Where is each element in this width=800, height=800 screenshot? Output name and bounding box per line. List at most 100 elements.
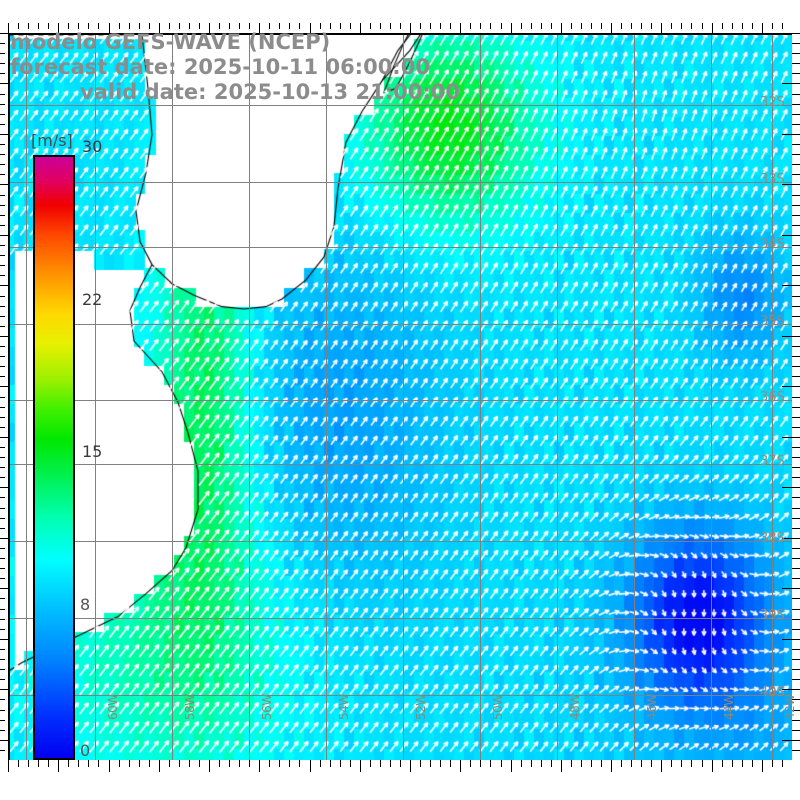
axis-tick — [329, 760, 331, 767]
axis-tick — [771, 760, 773, 767]
colorbar[interactable] — [33, 155, 75, 760]
axis-tick — [781, 760, 783, 767]
latitude-label: 33S — [760, 172, 785, 187]
axis-tick — [88, 23, 90, 29]
axis-tick — [18, 760, 20, 767]
axis-tick — [430, 760, 432, 767]
longitude-label: 42W — [783, 694, 797, 720]
axis-tick — [259, 23, 261, 33]
axis-tick — [219, 760, 221, 767]
axis-tick — [178, 760, 180, 767]
axis-tick — [782, 83, 800, 85]
axis-tick — [0, 295, 5, 297]
axis-tick — [681, 760, 683, 767]
axis-tick — [8, 760, 9, 772]
axis-tick — [731, 760, 733, 767]
axis-tick — [792, 648, 800, 650]
axis-tick — [0, 255, 5, 257]
axis-tick — [389, 760, 391, 767]
axis-tick — [761, 760, 763, 772]
axis-tick — [78, 23, 80, 29]
top-axis-ticks — [8, 23, 792, 33]
axis-tick — [540, 23, 542, 29]
axis-tick — [792, 659, 800, 661]
axis-tick — [0, 174, 5, 176]
longitude-label: 48W — [568, 694, 582, 720]
axis-tick — [420, 23, 422, 29]
axis-tick — [751, 760, 753, 767]
colorbar-tick-label: 15 — [82, 442, 103, 461]
axis-tick — [792, 154, 800, 156]
axis-tick — [0, 699, 5, 701]
axis-tick — [460, 760, 462, 772]
gridline-horizontal — [10, 464, 792, 465]
axis-tick — [460, 23, 462, 33]
axis-tick — [0, 396, 5, 398]
axis-tick — [792, 719, 800, 721]
axis-tick — [792, 164, 800, 166]
longitude-label: 46W — [645, 694, 659, 720]
axis-tick — [0, 265, 5, 267]
axis-tick — [792, 628, 800, 630]
right-axis-ticks — [780, 33, 800, 760]
left-axis-ticks — [0, 33, 8, 760]
axis-tick — [792, 457, 800, 459]
axis-tick — [229, 23, 231, 29]
axis-tick — [792, 467, 800, 469]
colorbar-tick-label: 30 — [82, 137, 103, 156]
axis-tick — [570, 23, 572, 29]
axis-tick — [209, 23, 211, 33]
axis-tick — [309, 23, 311, 33]
axis-tick — [349, 760, 351, 767]
axis-tick — [792, 245, 800, 247]
axis-tick — [691, 760, 693, 767]
axis-tick — [470, 760, 472, 767]
axis-tick — [430, 23, 432, 29]
gridline-horizontal — [10, 105, 792, 106]
axis-tick — [792, 194, 800, 196]
axis-tick — [118, 760, 120, 767]
axis-tick — [0, 386, 8, 388]
axis-tick — [792, 568, 800, 570]
axis-tick — [0, 638, 8, 640]
axis-tick — [18, 23, 20, 29]
axis-tick — [792, 416, 800, 418]
axis-tick — [0, 325, 5, 327]
axis-tick — [0, 335, 8, 337]
axis-tick — [389, 23, 391, 29]
axis-tick — [792, 103, 800, 105]
axis-tick — [590, 23, 592, 29]
axis-tick — [28, 23, 30, 29]
axis-tick — [0, 144, 5, 146]
axis-tick — [761, 23, 763, 33]
axis-tick — [0, 628, 5, 630]
axis-tick — [0, 194, 5, 196]
axis-tick — [0, 376, 5, 378]
axis-tick — [219, 23, 221, 29]
axis-tick — [701, 23, 703, 29]
axis-tick — [118, 23, 120, 29]
wind-direction-arrows — [10, 35, 792, 760]
axis-tick — [721, 760, 723, 767]
axis-tick — [540, 760, 542, 767]
axis-tick — [98, 23, 100, 29]
axis-tick — [0, 598, 5, 600]
axis-tick — [792, 729, 800, 731]
axis-tick — [792, 396, 800, 398]
axis-tick — [239, 760, 241, 767]
axis-tick — [651, 760, 653, 767]
axis-tick — [782, 436, 800, 438]
axis-tick — [0, 234, 8, 236]
axis-tick — [792, 618, 800, 620]
axis-tick — [792, 255, 800, 257]
axis-tick — [339, 23, 341, 29]
axis-tick — [168, 23, 170, 29]
axis-tick — [0, 457, 5, 459]
map-plot-area[interactable] — [8, 33, 792, 760]
axis-tick — [510, 760, 512, 772]
axis-tick — [0, 113, 5, 115]
longitude-label: 60W — [106, 694, 120, 720]
gridline-vertical — [95, 35, 96, 760]
axis-tick — [148, 23, 150, 29]
axis-tick — [0, 517, 5, 519]
